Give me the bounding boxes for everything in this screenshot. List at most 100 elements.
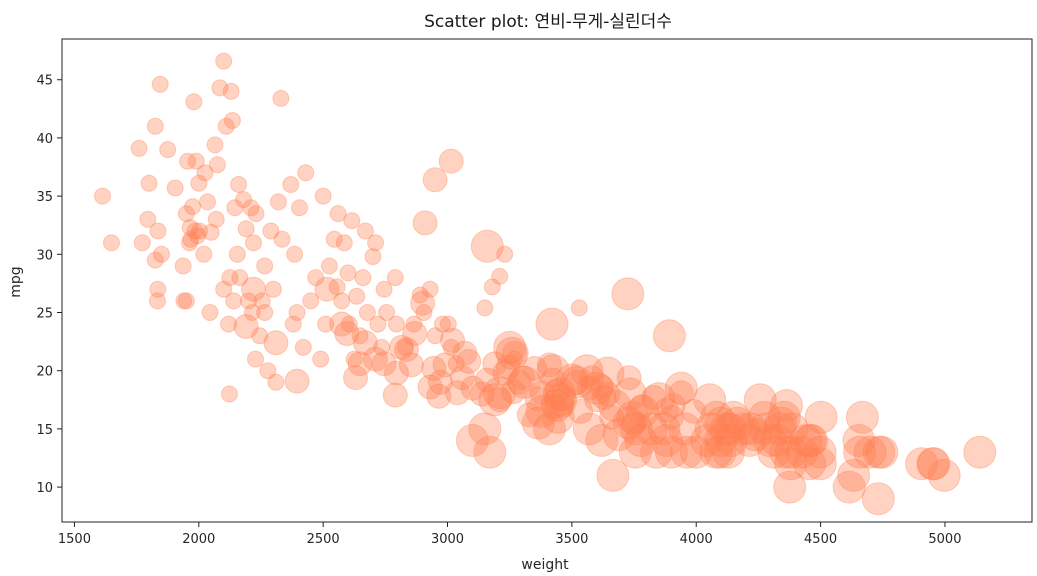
data-point <box>179 152 197 170</box>
data-point <box>426 327 444 345</box>
data-point <box>542 377 576 411</box>
data-point <box>190 174 208 192</box>
x-tick-label: 2500 <box>307 532 340 547</box>
data-point <box>963 435 997 469</box>
data-point <box>549 393 575 419</box>
data-point <box>333 292 351 310</box>
data-point <box>694 412 728 446</box>
data-point <box>658 404 684 430</box>
data-point <box>415 304 433 321</box>
data-point <box>284 368 310 394</box>
data-point <box>434 315 451 333</box>
data-point <box>362 346 388 372</box>
data-point <box>438 148 464 174</box>
data-point <box>727 412 760 446</box>
data-point <box>340 315 358 333</box>
data-point <box>335 234 353 252</box>
data-point <box>208 156 226 174</box>
chart-title: Scatter plot: 연비-무게-실린더수 <box>424 12 672 32</box>
y-tick-label: 30 <box>36 248 53 263</box>
data-point <box>452 340 478 366</box>
data-point <box>320 257 338 275</box>
data-point <box>151 75 169 93</box>
y-tick-label: 35 <box>36 190 53 205</box>
data-point <box>580 371 614 405</box>
data-point <box>181 234 199 252</box>
data-point <box>440 327 465 353</box>
data-point <box>243 304 261 321</box>
data-point <box>189 227 207 245</box>
data-point <box>760 424 794 457</box>
data-point <box>220 385 238 403</box>
data-point <box>153 245 170 263</box>
x-tick-label: 4500 <box>804 532 837 547</box>
data-point <box>649 424 683 457</box>
data-point <box>334 321 360 346</box>
data-point <box>585 424 619 457</box>
data-point <box>785 435 819 469</box>
data-point <box>460 375 486 401</box>
data-point <box>211 79 229 97</box>
y-tick-label: 40 <box>36 132 53 147</box>
data-point <box>455 424 489 457</box>
data-point <box>185 93 203 111</box>
data-point <box>591 356 625 390</box>
data-point <box>524 386 550 412</box>
data-point <box>616 400 650 434</box>
data-point <box>262 222 280 240</box>
data-point <box>139 210 157 228</box>
data-point <box>837 458 871 492</box>
data-point <box>240 292 257 310</box>
data-point <box>445 380 470 406</box>
x-tick-label: 2000 <box>182 532 215 547</box>
data-point <box>905 447 939 481</box>
data-point <box>795 424 829 457</box>
data-point <box>654 435 688 469</box>
data-point <box>544 383 578 417</box>
data-point <box>564 369 590 395</box>
data-point <box>537 352 562 378</box>
data-point <box>709 412 743 446</box>
data-point <box>325 230 343 248</box>
y-tick-label: 45 <box>36 74 53 89</box>
data-point <box>469 381 495 407</box>
data-point <box>411 286 429 304</box>
y-tick-label: 20 <box>36 365 53 380</box>
data-point <box>231 269 249 287</box>
data-point <box>133 234 151 252</box>
data-point <box>550 386 576 412</box>
data-point <box>291 199 308 217</box>
y-axis-label: mpg <box>8 266 24 297</box>
data-point <box>201 304 219 321</box>
data-point <box>803 447 837 481</box>
data-point <box>294 338 312 356</box>
data-point <box>396 338 414 356</box>
data-point <box>773 470 807 504</box>
data-point <box>576 375 602 401</box>
data-point <box>775 412 809 446</box>
data-point <box>159 141 177 159</box>
data-point <box>487 387 513 413</box>
data-point <box>570 354 604 388</box>
data-point <box>282 176 300 193</box>
data-point <box>284 315 302 333</box>
data-point <box>555 363 589 397</box>
plot-area <box>61 38 1033 523</box>
data-point <box>769 435 803 469</box>
plot-frame <box>61 38 1033 523</box>
data-point <box>491 267 509 285</box>
data-point <box>652 319 686 353</box>
data-point <box>536 354 570 388</box>
data-point <box>389 334 414 360</box>
data-point <box>241 276 266 302</box>
data-point <box>329 205 347 223</box>
data-point <box>599 404 625 430</box>
data-point <box>853 435 887 469</box>
data-point <box>793 424 827 457</box>
data-point <box>177 292 195 310</box>
data-point <box>642 382 676 416</box>
data-point <box>237 220 255 238</box>
data-point <box>621 410 647 436</box>
data-point <box>273 230 291 248</box>
data-point <box>596 458 630 492</box>
